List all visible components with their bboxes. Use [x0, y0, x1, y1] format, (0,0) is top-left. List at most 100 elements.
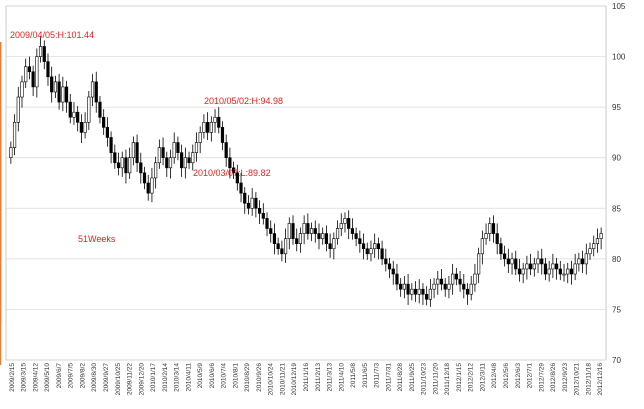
candle-body	[410, 288, 414, 295]
candle-body	[150, 177, 154, 194]
y-tick-label: 70	[612, 356, 621, 365]
x-tick-label: 2012/8/26	[550, 363, 557, 392]
candle-body	[558, 268, 562, 275]
candle-body	[206, 122, 210, 133]
candle-body	[384, 258, 388, 265]
candle-body	[295, 238, 299, 244]
candle-body	[79, 122, 83, 133]
candle-body	[31, 71, 35, 88]
candle-body	[68, 101, 72, 118]
candle-body	[291, 223, 295, 239]
candle-body	[172, 142, 176, 159]
x-tick-label: 2009/10/25	[115, 363, 122, 396]
candle-body	[391, 268, 395, 275]
candle-body	[469, 283, 473, 295]
x-tick-label: 2010/8/1	[232, 363, 239, 389]
candle-body	[38, 46, 43, 57]
candle-body	[168, 157, 173, 169]
candle-body	[517, 268, 522, 275]
candle-body	[64, 86, 69, 103]
candle-body	[194, 142, 199, 153]
candle-body	[302, 223, 306, 234]
candle-body	[380, 248, 384, 260]
x-tick-label: 2010/3/14	[174, 363, 181, 392]
candle-body	[425, 293, 429, 300]
candle-body	[554, 263, 559, 270]
candle-body	[120, 157, 124, 169]
x-tick-label: 2011/10/23	[421, 363, 428, 395]
candle-body	[154, 162, 158, 179]
candle-body	[98, 101, 102, 118]
candle-body	[540, 258, 544, 265]
candle-body	[551, 263, 555, 270]
candle-body	[53, 81, 58, 93]
y-tick-label: 95	[612, 103, 621, 112]
candle-body	[339, 223, 343, 229]
candle-body	[584, 253, 588, 265]
candle-body	[525, 263, 529, 270]
candle-body	[183, 157, 187, 169]
candle-body	[42, 46, 46, 62]
x-tick-label: 2012/10/21	[574, 363, 581, 396]
x-tick-label: 2012/4/8	[491, 363, 498, 389]
x-tick-label: 2009/8/30	[91, 363, 98, 392]
candle-body	[321, 233, 325, 239]
candle-body	[413, 288, 418, 295]
y-tick-label: 85	[612, 204, 621, 213]
candle-body	[261, 213, 265, 219]
candle-body	[335, 228, 340, 239]
candle-body	[87, 96, 91, 123]
x-tick-label: 2009/2/15	[9, 363, 16, 392]
candle-body	[135, 142, 139, 164]
candle-body	[399, 283, 403, 290]
candle-body	[406, 283, 410, 295]
candle-body	[306, 223, 310, 234]
candle-body	[350, 228, 355, 234]
x-tick-label: 2010/1/17	[150, 363, 157, 392]
candle-body	[599, 233, 603, 239]
candle-body	[220, 127, 225, 143]
x-tick-label: 2010/12/19	[291, 363, 298, 396]
candle-body	[514, 258, 518, 270]
candle-body	[20, 81, 24, 98]
candle-body	[491, 223, 496, 234]
x-tick-label: 2011/6/5	[362, 363, 369, 388]
x-tick-label: 2012/3/11	[479, 363, 486, 392]
candle-body	[228, 157, 232, 169]
candle-body	[447, 283, 451, 290]
annotation-high-2010: 2010/05/02:H:94.98	[204, 96, 283, 106]
candle-body	[217, 116, 221, 128]
x-tick-label: 2011/11/20	[432, 363, 439, 395]
candle-body	[176, 142, 180, 153]
candle-body	[451, 273, 455, 285]
plot-frame	[5, 5, 607, 361]
x-tick-label: 2012/11/18	[585, 363, 592, 395]
x-tick-label: 2012/9/23	[562, 363, 569, 392]
y-tick-label: 105	[612, 2, 626, 11]
x-tick-label: 2012/7/29	[538, 363, 545, 392]
x-tick-label: 2012/5/6	[503, 363, 510, 389]
candle-body	[521, 268, 525, 275]
candle-body	[402, 283, 406, 290]
x-tick-label: 2009/8/2	[79, 363, 86, 389]
x-tick-label: 2009/6/7	[56, 363, 63, 389]
x-tick-label: 2011/4/10	[338, 363, 345, 392]
x-tick-label: 2012/12/16	[597, 363, 604, 396]
candles	[9, 36, 603, 307]
x-tick-label: 2012/1/15	[456, 363, 463, 392]
candle-body	[454, 273, 458, 280]
candle-body	[124, 157, 128, 174]
candle-body	[369, 248, 373, 255]
candle-body	[309, 228, 314, 234]
candle-body	[90, 81, 95, 98]
candle-body	[495, 233, 499, 244]
candle-body	[146, 182, 150, 194]
candle-body	[358, 238, 362, 244]
x-tick-label: 2009/3/15	[21, 363, 28, 392]
candle-body	[462, 283, 466, 290]
candle-body	[529, 263, 533, 270]
x-tick-label: 2010/10/24	[268, 363, 275, 396]
candle-body	[213, 116, 217, 123]
candle-body	[161, 147, 165, 159]
candle-body	[131, 142, 135, 159]
